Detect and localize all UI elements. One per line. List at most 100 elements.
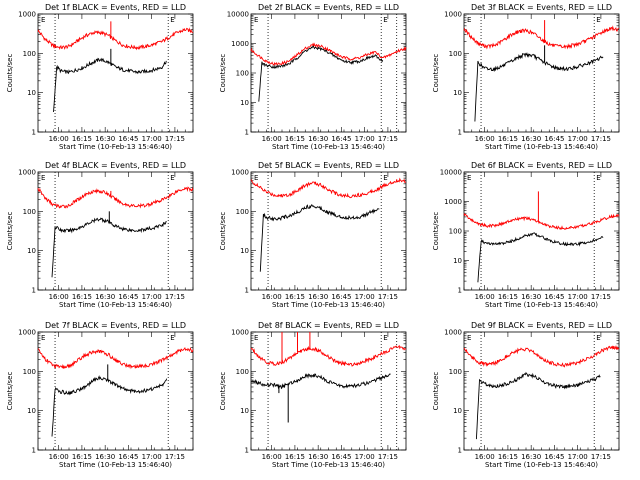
x-tick-label: 16:30 (521, 135, 541, 143)
y-axis-label: Counts/sec (219, 372, 227, 411)
y-tick-label: 1000 (231, 329, 249, 337)
y-tick-label: 1 (32, 129, 36, 137)
x-tick-label: 16:15 (72, 293, 92, 301)
series-line-events (477, 232, 604, 283)
chart-title: Det 3f BLACK = Events, RED = LLD (471, 3, 612, 12)
x-tick-label: 16:30 (95, 135, 115, 143)
x-tick-label: 17:00 (568, 293, 588, 301)
y-tick-label: 10000 (227, 11, 249, 19)
plot-frame (250, 13, 407, 133)
x-tick-label: 16:45 (118, 453, 138, 461)
x-tick-label: 17:00 (355, 293, 375, 301)
x-axis-label: Start Time (10-Feb-13 15:46:40) (59, 143, 172, 151)
chart-title: Det 9f BLACK = Events, RED = LLD (471, 321, 612, 330)
x-tick-label: 17:00 (568, 135, 588, 143)
x-tick-label: 16:45 (118, 293, 138, 301)
x-tick-label: 16:00 (475, 135, 495, 143)
x-tick-label: 16:15 (498, 293, 518, 301)
x-tick-label: 16:30 (308, 453, 328, 461)
corner-marker: E (254, 334, 258, 342)
series-line-lld (250, 42, 407, 66)
y-tick-label: 1 (458, 447, 462, 455)
corner-marker: E (254, 16, 258, 24)
corner-marker: E (467, 16, 471, 24)
y-axis-label: Counts/sec (6, 372, 14, 411)
y-tick-label: 1 (32, 447, 36, 455)
y-tick-label: 1000 (231, 40, 249, 48)
x-tick-label: 17:15 (165, 293, 185, 301)
y-tick-label: 10 (240, 99, 249, 107)
x-tick-label: 16:30 (521, 293, 541, 301)
y-tick-label: 10 (453, 407, 462, 415)
x-tick-label: 17:00 (142, 135, 162, 143)
x-tick-label: 16:30 (95, 453, 115, 461)
x-axis-label: Start Time (10-Feb-13 15:46:40) (272, 461, 385, 469)
y-tick-label: 100 (23, 208, 36, 216)
y-tick-label: 100 (236, 70, 249, 78)
series-line-lld (37, 27, 194, 51)
chart-title: Det 4f BLACK = Events, RED = LLD (45, 161, 186, 170)
x-tick-label: 16:45 (331, 135, 351, 143)
series-line-events (475, 371, 601, 440)
y-axis-label: Counts/sec (6, 212, 14, 251)
series-line-lld (37, 186, 194, 209)
x-tick-label: 16:15 (285, 135, 305, 143)
x-tick-label: 16:15 (285, 453, 305, 461)
x-tick-label: 16:45 (544, 135, 564, 143)
x-tick-label: 17:15 (591, 135, 611, 143)
y-axis-label: Counts/sec (432, 54, 440, 93)
y-tick-label: 1 (245, 287, 249, 295)
corner-marker: E (41, 174, 45, 182)
corner-marker: E (383, 16, 387, 24)
x-tick-label: 16:15 (498, 453, 518, 461)
y-tick-label: 1000 (444, 11, 462, 19)
corner-marker: E (41, 334, 45, 342)
y-tick-label: 10 (453, 89, 462, 97)
x-tick-label: 16:00 (262, 135, 282, 143)
x-tick-label: 17:15 (591, 453, 611, 461)
y-tick-label: 100 (449, 50, 462, 58)
corner-marker: E (596, 174, 600, 182)
series-line-lld (250, 177, 406, 199)
y-tick-label: 1 (458, 287, 462, 295)
corner-marker: E (170, 16, 174, 24)
chart-title: Det 8f BLACK = Events, RED = LLD (258, 321, 399, 330)
x-tick-label: 17:00 (142, 453, 162, 461)
y-tick-label: 1 (458, 129, 462, 137)
corner-marker: E (467, 334, 471, 342)
plot-frame (250, 331, 407, 451)
x-axis-label: Start Time (10-Feb-13 15:46:40) (272, 143, 385, 151)
x-axis-label: Start Time (10-Feb-13 15:46:40) (485, 461, 598, 469)
y-axis-label: Counts/sec (6, 54, 14, 93)
y-tick-label: 1000 (444, 198, 462, 206)
y-tick-label: 100 (236, 368, 249, 376)
x-tick-label: 17:15 (378, 293, 398, 301)
y-tick-label: 10 (27, 407, 36, 415)
y-tick-label: 1000 (231, 169, 249, 177)
y-tick-label: 100 (23, 368, 36, 376)
x-tick-label: 16:00 (475, 293, 495, 301)
y-tick-label: 10000 (440, 169, 462, 177)
y-tick-label: 10 (27, 247, 36, 255)
y-tick-label: 1 (245, 129, 249, 137)
x-tick-label: 17:15 (591, 293, 611, 301)
series-line-lld (250, 344, 407, 367)
x-axis-label: Start Time (10-Feb-13 15:46:40) (485, 143, 598, 151)
series-line-lld (463, 213, 620, 231)
x-tick-label: 16:00 (49, 453, 69, 461)
x-tick-label: 16:00 (262, 293, 282, 301)
y-tick-label: 1000 (444, 329, 462, 337)
corner-marker: E (170, 174, 174, 182)
x-tick-label: 17:00 (355, 135, 375, 143)
series-line-events (250, 373, 391, 390)
series-line-events (258, 45, 384, 102)
y-axis-label: Counts/sec (219, 212, 227, 251)
x-tick-label: 17:15 (165, 135, 185, 143)
x-tick-label: 16:30 (521, 453, 541, 461)
